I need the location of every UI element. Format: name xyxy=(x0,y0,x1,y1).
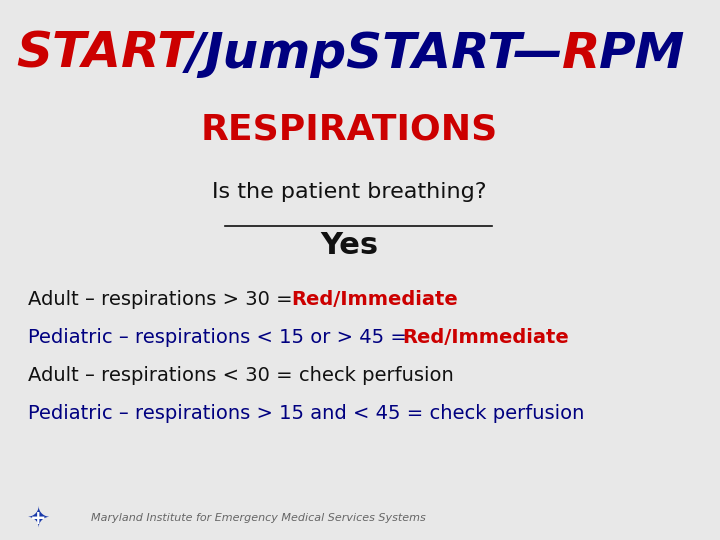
Text: START: START xyxy=(17,30,192,78)
Text: PM: PM xyxy=(599,30,685,78)
Text: Is the patient breathing?: Is the patient breathing? xyxy=(212,181,487,202)
Text: Pediatric – respirations < 15 or > 45 =: Pediatric – respirations < 15 or > 45 = xyxy=(28,328,413,347)
Text: Red/Immediate: Red/Immediate xyxy=(402,328,569,347)
Text: Red/Immediate: Red/Immediate xyxy=(291,290,458,309)
Text: Maryland Institute for Emergency Medical Services Systems: Maryland Institute for Emergency Medical… xyxy=(91,514,426,523)
Text: R: R xyxy=(562,30,600,78)
Text: +: + xyxy=(30,509,47,528)
Text: JumpSTART: JumpSTART xyxy=(204,30,522,78)
Text: Yes: Yes xyxy=(320,231,379,260)
Text: —: — xyxy=(513,30,563,78)
Text: Adult – respirations > 30 =: Adult – respirations > 30 = xyxy=(28,290,299,309)
Text: Adult – respirations < 30 = check perfusion: Adult – respirations < 30 = check perfus… xyxy=(28,366,454,385)
Text: /: / xyxy=(187,30,205,78)
Text: Pediatric – respirations > 15 and < 45 = check perfusion: Pediatric – respirations > 15 and < 45 =… xyxy=(28,403,585,423)
Text: ✦: ✦ xyxy=(27,504,50,532)
Text: RESPIRATIONS: RESPIRATIONS xyxy=(201,113,498,146)
